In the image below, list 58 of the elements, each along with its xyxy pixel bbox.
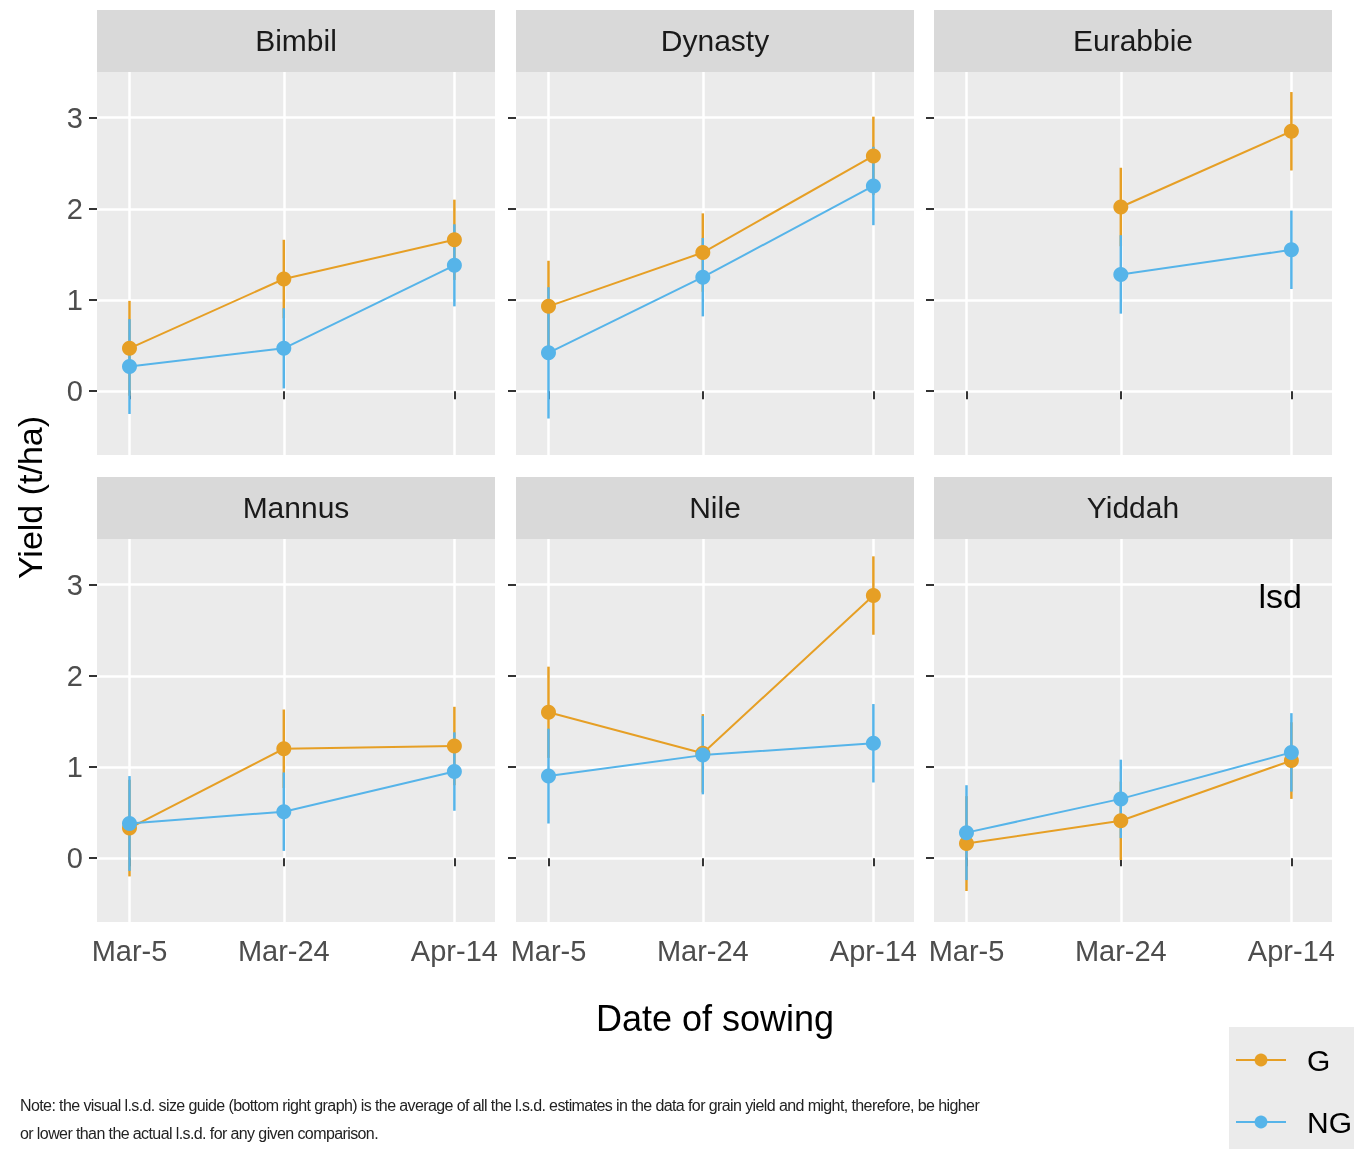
point [446,738,462,754]
point [959,825,974,841]
point [276,741,292,757]
point [1283,123,1299,139]
chart-title: Bimbil [97,10,495,72]
chart-title: Yiddah [934,477,1332,539]
x-tick-label: Mar-5 [91,934,168,967]
point [276,340,292,356]
point [1113,813,1129,829]
y-axis-title: Yield (t/ha) [10,415,50,579]
text: Note: the visual l.s.d. size guide (bottom right graph) is the average of all the l.s.d. estimates in the data for grain yield and might, therefore, be higher or lower than the actual l.s.d. for any given comparison. [20,1096,980,1144]
point [541,704,556,720]
x-tick-label: Mar-5 [928,934,1005,967]
point [122,359,137,375]
y-tick-label: 0 [66,842,83,875]
chart-title: Eurabbie [934,10,1332,72]
y-tick-label: 2 [66,192,83,225]
point [865,735,881,751]
x-tick-label: Apr-14 [410,934,498,967]
x-tick-label: Apr-14 [829,934,917,967]
y-tick-label: 2 [66,659,83,692]
legend-label: NG [1307,1105,1352,1139]
point [865,148,881,164]
chart-title: Nile [516,477,914,539]
y-tick-label: 1 [66,750,83,783]
point [1113,791,1129,807]
annotation: lsd [1258,577,1303,615]
point [865,588,881,604]
x-tick-label: Mar-24 [1074,934,1167,967]
chart-title: Dynasty [516,10,914,72]
point [1283,242,1299,258]
x-tick-label: Apr-14 [1247,934,1335,967]
point [122,340,137,356]
point [1113,199,1129,215]
y-tick-label: 3 [66,568,83,601]
chart-title: Mannus [97,477,495,539]
x-axis-title: Date of sowing [595,997,835,1039]
point [865,178,881,194]
point [446,232,462,248]
point [541,298,556,314]
x-tick-label: Mar-5 [510,934,587,967]
point [122,816,137,832]
point [541,345,556,361]
point [446,257,462,273]
point [695,269,711,285]
point [276,804,292,820]
point [541,768,556,784]
point [1283,744,1299,760]
y-tick-label: 1 [66,283,83,316]
point [446,764,462,780]
y-tick-label: 3 [66,101,83,134]
point [276,271,292,287]
y-tick-label: 0 [66,375,83,408]
legend-label: G [1307,1043,1331,1077]
point [1113,266,1129,282]
point [695,245,711,261]
x-tick-label: Mar-24 [237,934,330,967]
x-tick-label: Mar-24 [656,934,749,967]
